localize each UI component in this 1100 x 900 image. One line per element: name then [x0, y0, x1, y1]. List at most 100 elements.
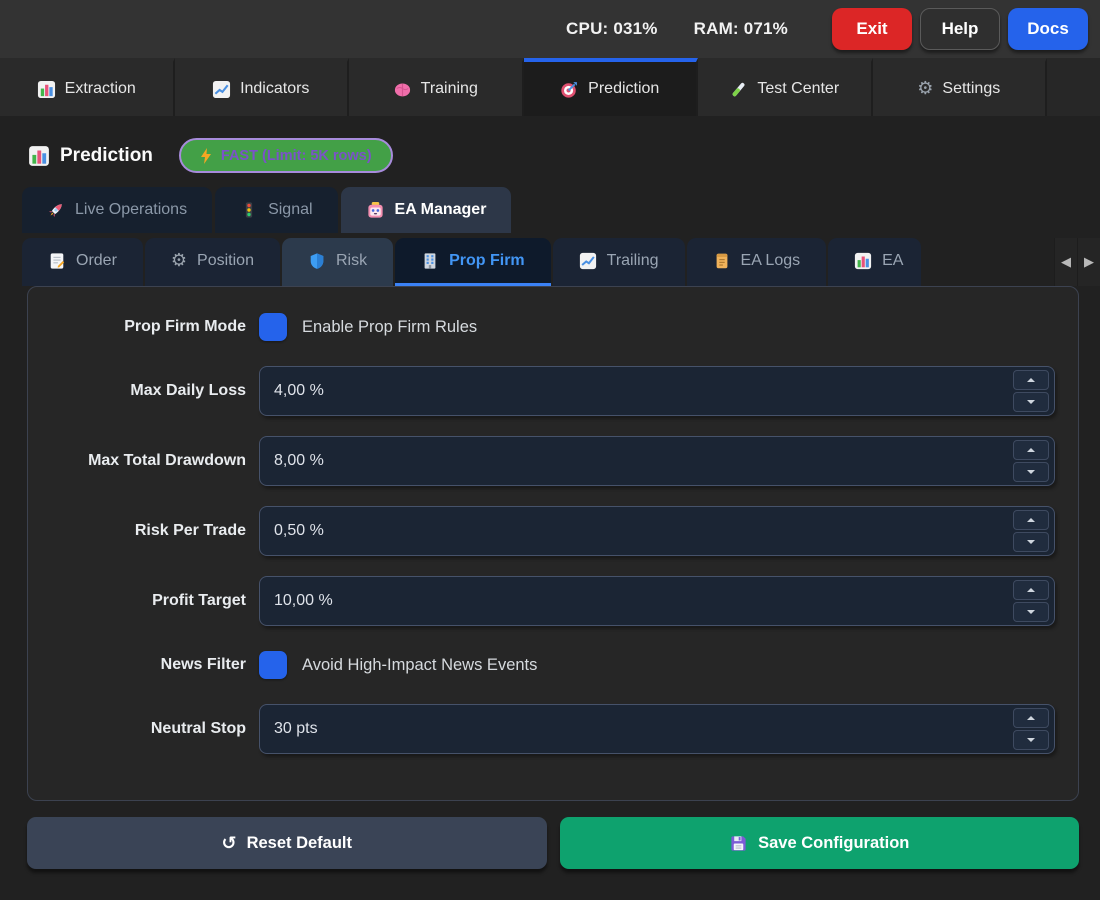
tab-label: Prop Firm [449, 251, 525, 269]
risk-per-trade-input[interactable]: 0,50 % [259, 506, 1055, 556]
tab-indicators[interactable]: Indicators [174, 58, 349, 116]
footer-actions: ↺ Reset Default Save Configuration [27, 817, 1079, 869]
prop-firm-settings-panel: Prop Firm Mode Enable Prop Firm Rules Ma… [27, 286, 1079, 801]
risk-per-trade-row: Risk Per Trade 0,50 % [28, 506, 1055, 556]
profit-target-row: Profit Target 10,00 % [28, 576, 1055, 626]
spinner-down-icon[interactable] [1013, 602, 1049, 622]
target-icon [560, 80, 579, 99]
tab-signal[interactable]: Signal [215, 187, 338, 233]
speed-mode-badge[interactable]: FAST (Limit: 5K rows) [178, 138, 393, 173]
memo-icon [48, 252, 66, 270]
tab-ea-logs[interactable]: EA Logs [686, 238, 827, 286]
tab-risk[interactable]: Risk [281, 238, 394, 286]
spinner-down-icon[interactable] [1013, 532, 1049, 552]
tab-label: Extraction [64, 80, 136, 97]
chart-up-icon [212, 80, 231, 99]
tab-trailing[interactable]: Trailing [552, 238, 685, 286]
news-filter-checkbox-label: Avoid High-Impact News Events [302, 655, 538, 674]
tab-ea-manager[interactable]: EA Manager [340, 187, 512, 233]
gear-icon: ⚙ [170, 249, 188, 271]
spinner-down-icon[interactable] [1013, 392, 1049, 412]
prop-firm-mode-label: Prop Firm Mode [124, 318, 246, 335]
reset-default-button[interactable]: ↺ Reset Default [27, 817, 547, 869]
tab-settings[interactable]: ⚙ Settings [872, 58, 1047, 116]
page-header: Prediction FAST (Limit: 5K rows) [28, 138, 1100, 173]
max-total-drawdown-label: Max Total Drawdown [88, 452, 246, 469]
tab-prop-firm[interactable]: Prop Firm [395, 238, 551, 286]
main-tab-bar: Extraction Indicators Training Predictio… [0, 58, 1100, 116]
top-bar: CPU: 031% RAM: 071% Exit Help Docs [0, 0, 1100, 58]
test-tube-icon [729, 80, 748, 99]
scroll-left-icon[interactable]: ◀ [1054, 238, 1077, 286]
prop-firm-mode-checkbox[interactable] [259, 313, 287, 341]
save-configuration-label: Save Configuration [758, 833, 910, 852]
tab-label: Signal [268, 201, 313, 218]
bar-chart-icon [28, 145, 50, 167]
risk-per-trade-value: 0,50 % [274, 522, 324, 539]
risk-per-trade-label: Risk Per Trade [134, 522, 246, 539]
spinner-up-icon[interactable] [1013, 370, 1049, 390]
profit-target-label: Profit Target [152, 592, 246, 609]
tab-label: Training [420, 80, 478, 97]
bar-chart-icon [37, 80, 56, 99]
tab-label: Risk [335, 251, 368, 269]
neutral-stop-value: 30 pts [274, 720, 318, 737]
prediction-sub-tabs: Live Operations Signal EA Manager [22, 187, 1100, 233]
max-total-drawdown-value: 8,00 % [274, 452, 324, 469]
news-filter-checkbox[interactable] [259, 651, 287, 679]
spinner-down-icon[interactable] [1013, 730, 1049, 750]
shield-icon [308, 252, 326, 270]
tab-ea-truncated[interactable]: EA [828, 238, 922, 286]
gear-icon: ⚙ [917, 78, 934, 99]
tab-label: EA [882, 251, 904, 269]
cpu-usage: CPU: 031% [566, 19, 658, 38]
max-daily-loss-label: Max Daily Loss [130, 382, 246, 399]
building-icon [421, 252, 439, 270]
tab-label: Order [76, 251, 117, 269]
tab-prediction[interactable]: Prediction [523, 58, 698, 116]
scroll-icon [713, 252, 731, 270]
brain-icon [393, 80, 412, 99]
exit-button[interactable]: Exit [832, 8, 912, 50]
tab-training[interactable]: Training [349, 58, 524, 116]
tab-position[interactable]: ⚙ Position [144, 238, 280, 286]
tab-label: EA Manager [394, 201, 487, 218]
spinner-controls [1013, 580, 1049, 622]
profit-target-input[interactable]: 10,00 % [259, 576, 1055, 626]
spinner-up-icon[interactable] [1013, 708, 1049, 728]
spinner-down-icon[interactable] [1013, 462, 1049, 482]
rocket-icon [47, 201, 65, 219]
tab-label: Test Center [757, 80, 840, 97]
spinner-controls [1013, 708, 1049, 750]
prop-firm-mode-checkbox-label: Enable Prop Firm Rules [302, 317, 478, 336]
traffic-light-icon [240, 201, 258, 219]
bar-chart-icon [854, 252, 872, 270]
tab-live-operations[interactable]: Live Operations [22, 187, 213, 233]
max-daily-loss-row: Max Daily Loss 4,00 % [28, 366, 1055, 416]
docs-button[interactable]: Docs [1008, 8, 1088, 50]
tab-label: Trailing [606, 251, 659, 269]
max-total-drawdown-input[interactable]: 8,00 % [259, 436, 1055, 486]
tab-order[interactable]: Order [22, 238, 143, 286]
ram-usage: RAM: 071% [693, 19, 788, 38]
neutral-stop-row: Neutral Stop 30 pts [28, 704, 1055, 754]
tab-bar-filler [1047, 58, 1100, 116]
page-title: Prediction [60, 144, 153, 166]
spinner-up-icon[interactable] [1013, 510, 1049, 530]
spinner-up-icon[interactable] [1013, 440, 1049, 460]
save-configuration-button[interactable]: Save Configuration [559, 817, 1079, 869]
max-daily-loss-input[interactable]: 4,00 % [259, 366, 1055, 416]
tab-label: Live Operations [75, 201, 188, 218]
tab-extraction[interactable]: Extraction [0, 58, 175, 116]
spinner-controls [1013, 440, 1049, 482]
floppy-disk-icon [729, 834, 748, 853]
help-button[interactable]: Help [920, 8, 1000, 50]
spinner-controls [1013, 370, 1049, 412]
chart-up-icon [579, 252, 597, 270]
neutral-stop-input[interactable]: 30 pts [259, 704, 1055, 754]
tab-test-center[interactable]: Test Center [698, 58, 873, 116]
tab-label: EA Logs [740, 251, 801, 269]
scroll-right-icon[interactable]: ▶ [1077, 238, 1100, 286]
spinner-up-icon[interactable] [1013, 580, 1049, 600]
tab-label: Position [197, 251, 254, 269]
